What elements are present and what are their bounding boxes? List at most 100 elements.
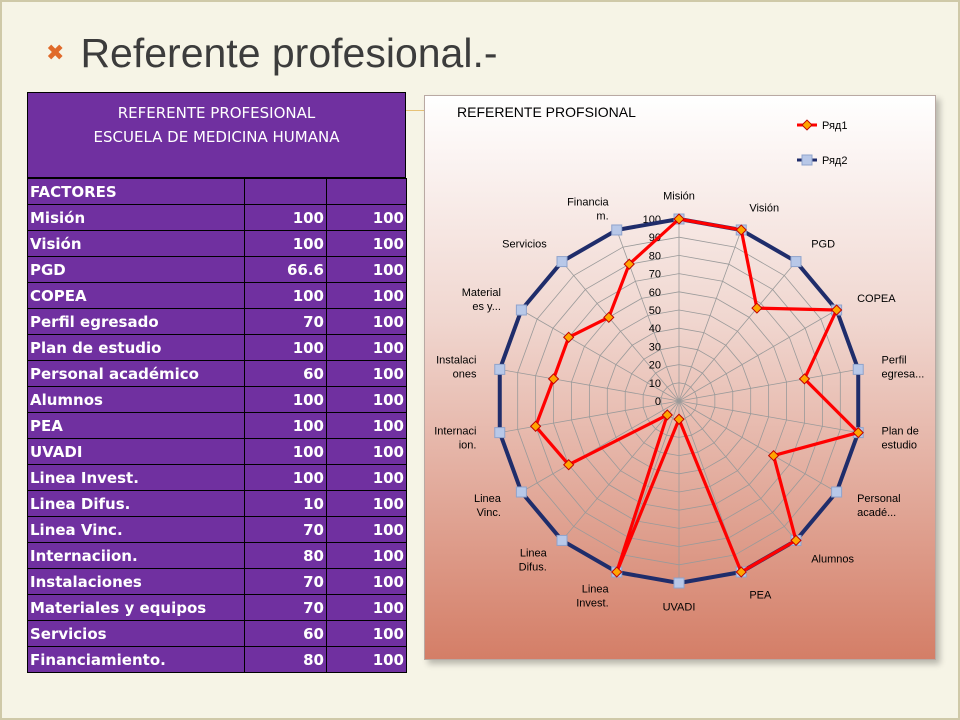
series-point: [852, 426, 864, 439]
table-row: Servicios 60 100: [27, 620, 407, 647]
value1-cell: 100: [244, 230, 327, 257]
grid-spoke: [678, 400, 837, 493]
tick-label: 30: [649, 341, 661, 353]
table-header: REFERENTE PROFESIONAL ESCUELA DE MEDICIN…: [27, 92, 406, 178]
value2-cell: 100: [326, 282, 407, 309]
value2-cell: 100: [326, 490, 407, 517]
category-label: Misión: [663, 190, 695, 202]
referente-table: REFERENTE PROFESIONAL ESCUELA DE MEDICIN…: [27, 92, 407, 673]
value1-cell: 10: [244, 490, 327, 517]
table-row: Materiales y equipos 70 100: [27, 594, 407, 621]
value1-cell: 70: [244, 594, 327, 621]
value1-cell: 100: [244, 204, 327, 231]
factor-cell: PGD: [27, 256, 245, 283]
series-point: [673, 413, 685, 425]
series-point: [790, 534, 802, 547]
category-label: Plan de estudio: [882, 426, 919, 452]
table-row: Linea Invest. 100 100: [27, 464, 407, 491]
table-row: Linea Vinc. 70 100: [27, 516, 407, 543]
value1-cell: 66.6: [244, 256, 327, 283]
value2-cell: 100: [326, 386, 407, 413]
radar-chart-panel: REFERENTE PROFSIONAL 0 10 20 30 40 50 60 70 80 90…: [424, 95, 936, 660]
value2-cell: 100: [326, 620, 407, 647]
factor-cell: Linea Vinc.: [27, 516, 245, 543]
table-row: PGD 66.6 100: [27, 256, 407, 283]
table-header-row: FACTORES: [27, 178, 407, 205]
table-row: COPEA 100 100: [27, 282, 407, 309]
series-point: [735, 566, 747, 578]
tick-label: 10: [649, 378, 661, 390]
factor-cell: Misión: [27, 204, 245, 231]
value1-cell: 100: [244, 412, 327, 439]
category-label: UVADI: [663, 602, 696, 614]
factor-cell: Perfil egresado: [27, 308, 245, 335]
factor-cell: Servicios: [27, 620, 245, 647]
factor-cell: Alumnos: [27, 386, 245, 413]
value2-cell: 100: [326, 308, 407, 335]
table-header-line2: ESCUELA DE MEDICINA HUMANA: [93, 128, 340, 146]
series-point: [767, 449, 780, 462]
value2-cell: 100: [326, 230, 407, 257]
category-label: Visión: [749, 203, 779, 215]
series-point: [603, 311, 615, 324]
tick-label: 40: [649, 323, 661, 335]
factor-cell: Plan de estudio: [27, 334, 245, 361]
table-row: Visión 100 100: [27, 230, 407, 257]
factor-cell: UVADI: [27, 438, 245, 465]
value1-cell: 70: [244, 568, 327, 595]
category-label: Instalaci ones: [436, 354, 477, 380]
table-row: PEA 100 100: [27, 412, 407, 439]
factor-cell: COPEA: [27, 282, 245, 309]
tick-label: 70: [649, 269, 661, 281]
table-row: Perfil egresado 70 100: [27, 308, 407, 335]
series-point: [547, 373, 560, 385]
factor-cell: Linea Invest.: [27, 464, 245, 491]
series-point: [556, 534, 568, 546]
series-point: [852, 363, 864, 375]
series-point: [494, 427, 506, 439]
factors-table: FACTORES Misión 100 100 Visión 100 100 PGD 66.6…: [27, 178, 407, 673]
factor-cell: Financiamiento.: [27, 646, 245, 673]
empty-header-cell: [244, 178, 327, 205]
value1-cell: 100: [244, 438, 327, 465]
value1-cell: 100: [244, 282, 327, 309]
category-label: Alumnos: [811, 554, 854, 566]
series-point: [515, 304, 527, 316]
series-point: [515, 486, 527, 498]
value2-cell: 100: [326, 438, 407, 465]
series-point: [790, 256, 802, 268]
value2-cell: 100: [326, 256, 407, 283]
empty-header-cell: [326, 178, 407, 205]
value2-cell: 100: [326, 646, 407, 673]
table-row: Internaciion. 80 100: [27, 542, 407, 569]
series-line: [534, 217, 860, 574]
table-row: Instalaciones 70 100: [27, 568, 407, 595]
category-label: Linea Difus.: [519, 548, 548, 574]
series-point: [661, 409, 673, 421]
grid-spoke: [678, 369, 859, 402]
category-label: PGD: [811, 238, 835, 250]
table-row: Financiamiento. 80 100: [27, 646, 407, 673]
grid-spoke: [616, 229, 680, 402]
series-point: [751, 302, 763, 314]
factor-cell: Personal académico: [27, 360, 245, 387]
slide-title: Referente profesional.-: [80, 30, 498, 76]
value1-cell: 60: [244, 620, 327, 647]
series-point: [830, 304, 843, 316]
series-point: [563, 459, 575, 471]
legend-swatch-marker: [801, 154, 813, 166]
series-point: [673, 577, 685, 589]
series-point: [831, 486, 843, 498]
tick-label: 50: [649, 305, 661, 317]
tick-label: 0: [655, 396, 661, 408]
category-label: Servicios: [502, 238, 547, 250]
grid-spoke: [678, 400, 859, 433]
table-row: Plan de estudio 100 100: [27, 334, 407, 361]
legend-label: Ряд2: [822, 155, 847, 167]
value1-cell: 70: [244, 308, 327, 335]
factor-cell: Instalaciones: [27, 568, 245, 595]
value2-cell: 100: [326, 568, 407, 595]
factors-header-cell: FACTORES: [27, 178, 245, 205]
value2-cell: 100: [326, 360, 407, 387]
